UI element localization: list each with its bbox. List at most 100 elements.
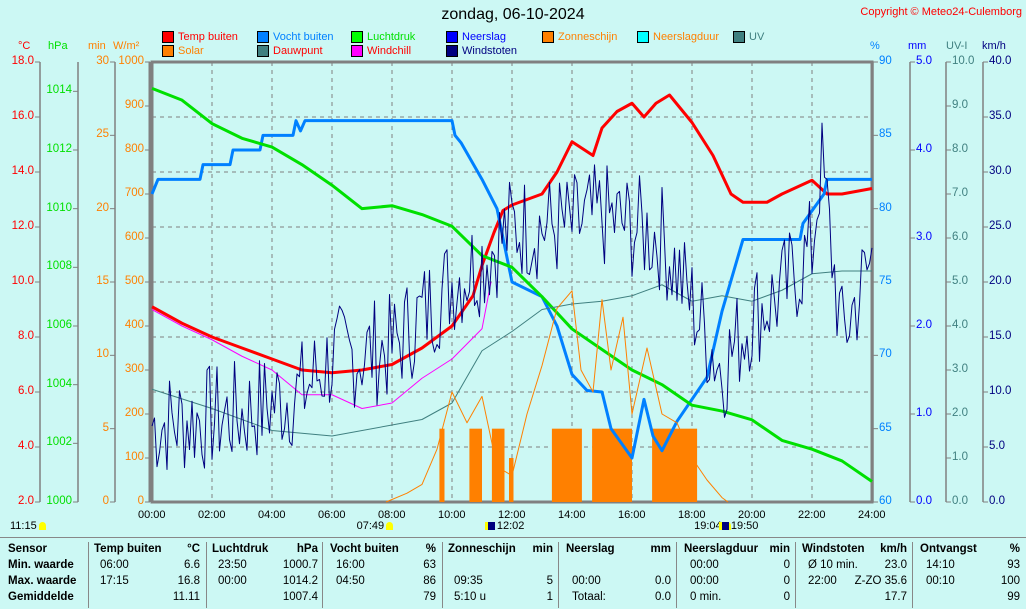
cell-time: 22:00 [808,575,837,587]
x-tick-label: 24:00 [858,509,886,521]
axis-unit-humidity: % [870,40,880,52]
axis-tick-label: 9.0 [952,99,968,111]
column-header: Neerslagduur [684,543,759,555]
cell-value: 1014.2 [282,575,318,587]
axis-tick-label: 0 [102,495,109,507]
legend-item: Neerslagduur [637,31,719,43]
axis-tick-label: 10.0 [952,55,975,67]
legend-label: Solar [178,45,204,57]
axis-tick-label: 300 [124,363,144,375]
column-unit: °C [187,543,200,555]
row-label: Gemiddelde [8,591,74,603]
cell-value: 100 [1000,575,1020,587]
series-line-solar [385,290,729,503]
column-header: Windstoten [802,543,865,555]
row-label: Max. waarde [8,575,77,587]
axis-tick-label: 2.0 [18,495,34,507]
sunshine-bar [509,458,514,502]
axis-tick-label: 6.0 [18,385,34,397]
legend-swatch [351,45,363,57]
axis-tick-label: 600 [124,231,144,243]
axis-tick-label: 20.0 [989,275,1012,287]
chart-title: zondag, 06-10-2024 [441,6,585,23]
legend-label: Neerslagduur [653,31,720,43]
weather-chart [35,60,988,504]
x-tick-label: 22:00 [798,509,826,521]
cell-value: 5 [546,575,553,587]
marker-time: 11:15 [10,520,37,532]
axis-unit-solar: W/m² [113,40,140,52]
axis-tick-label: 900 [124,99,144,111]
axis-tick-label: 1000 [46,495,72,507]
column-unit: hPa [296,543,318,555]
axis-tick-label: 4.0 [916,143,932,155]
axis-tick-label: 3.0 [916,231,932,243]
axis-tick-label: 3.0 [952,363,968,375]
axis-tick-label: 1000 [118,55,144,67]
axis-tick-label: 5 [102,421,109,434]
axis-tick-label: 200 [124,407,144,419]
sun-icon [38,522,46,531]
cell-value: 1000.7 [282,559,318,571]
axis-tick-label: 40.0 [989,55,1012,67]
axis-tick-label: 4.0 [18,440,34,452]
x-tick-label: 06:00 [318,509,346,521]
column-unit: km/h [880,543,907,555]
marker-time: 19:04 [694,520,722,532]
axis-tick-label: 6.0 [952,231,968,243]
series-line-windchill [151,281,492,409]
legend-swatch [446,31,458,43]
column-divider [206,542,207,608]
column-divider [558,542,559,608]
axis-tick-label: 700 [124,187,144,199]
cell-value: 0 [783,591,790,603]
series-line-windstoten [151,122,873,471]
axis-tick-label: 0 [137,495,144,507]
axis-tick-label: 12.0 [11,220,34,232]
axis-tick-label: 15 [96,275,109,287]
legend-item: Luchtdruk [351,31,415,43]
column-header: Vocht buiten [330,543,399,555]
axis-tick-label: 100 [124,451,144,463]
marker-time: 19:50 [730,520,759,532]
cell-value: 93 [1007,559,1020,571]
series-line-luchtdruk [151,87,873,483]
axis-tick-label: 90 [879,55,892,67]
cell-time: 5:10 u [454,591,486,603]
marker-time: 12:02 [496,520,525,532]
cell-value: 79 [423,591,436,603]
column-divider [88,542,89,608]
cell-time: 00:00 [690,559,719,571]
cell-time: 09:35 [454,575,483,587]
legend-swatch [733,31,745,43]
column-header: Zonneschijn [448,543,516,555]
x-tick-label: 20:00 [738,509,766,521]
column-divider [912,542,913,608]
axis-tick-label: 25 [96,128,109,141]
sunshine-bar [592,428,632,502]
axis-tick-label: 60 [879,495,892,507]
column-header: Luchtdruk [212,543,269,555]
axis-tick-label: 1004 [46,377,72,390]
cell-time: 00:00 [218,575,247,587]
series-line-vocht-buiten [150,119,872,460]
legend-item: Windchill [351,45,411,57]
cell-value: 1007.4 [282,591,318,603]
axis-tick-label: 1002 [46,436,72,449]
axis-tick-label: 25.0 [989,220,1012,232]
cell-time: 00:00 [690,575,719,587]
column-unit: min [769,543,790,555]
legend-label: Dauwpunt [273,45,323,57]
cell-value: 0 [783,575,790,587]
cell-value: 63 [423,559,436,571]
moonrise-icon [484,522,495,531]
cell-value: 0 [783,559,790,571]
legend-item: Zonneschijn [542,31,617,43]
marker: 11:15 [10,520,48,532]
column-divider [322,542,323,608]
cell-value: 0.0 [655,591,671,603]
sunshine-bar [469,428,482,502]
axis-tick-label: 75 [879,275,892,287]
cell-time: 0 min. [690,591,722,603]
cell-time: 23:50 [218,559,247,571]
